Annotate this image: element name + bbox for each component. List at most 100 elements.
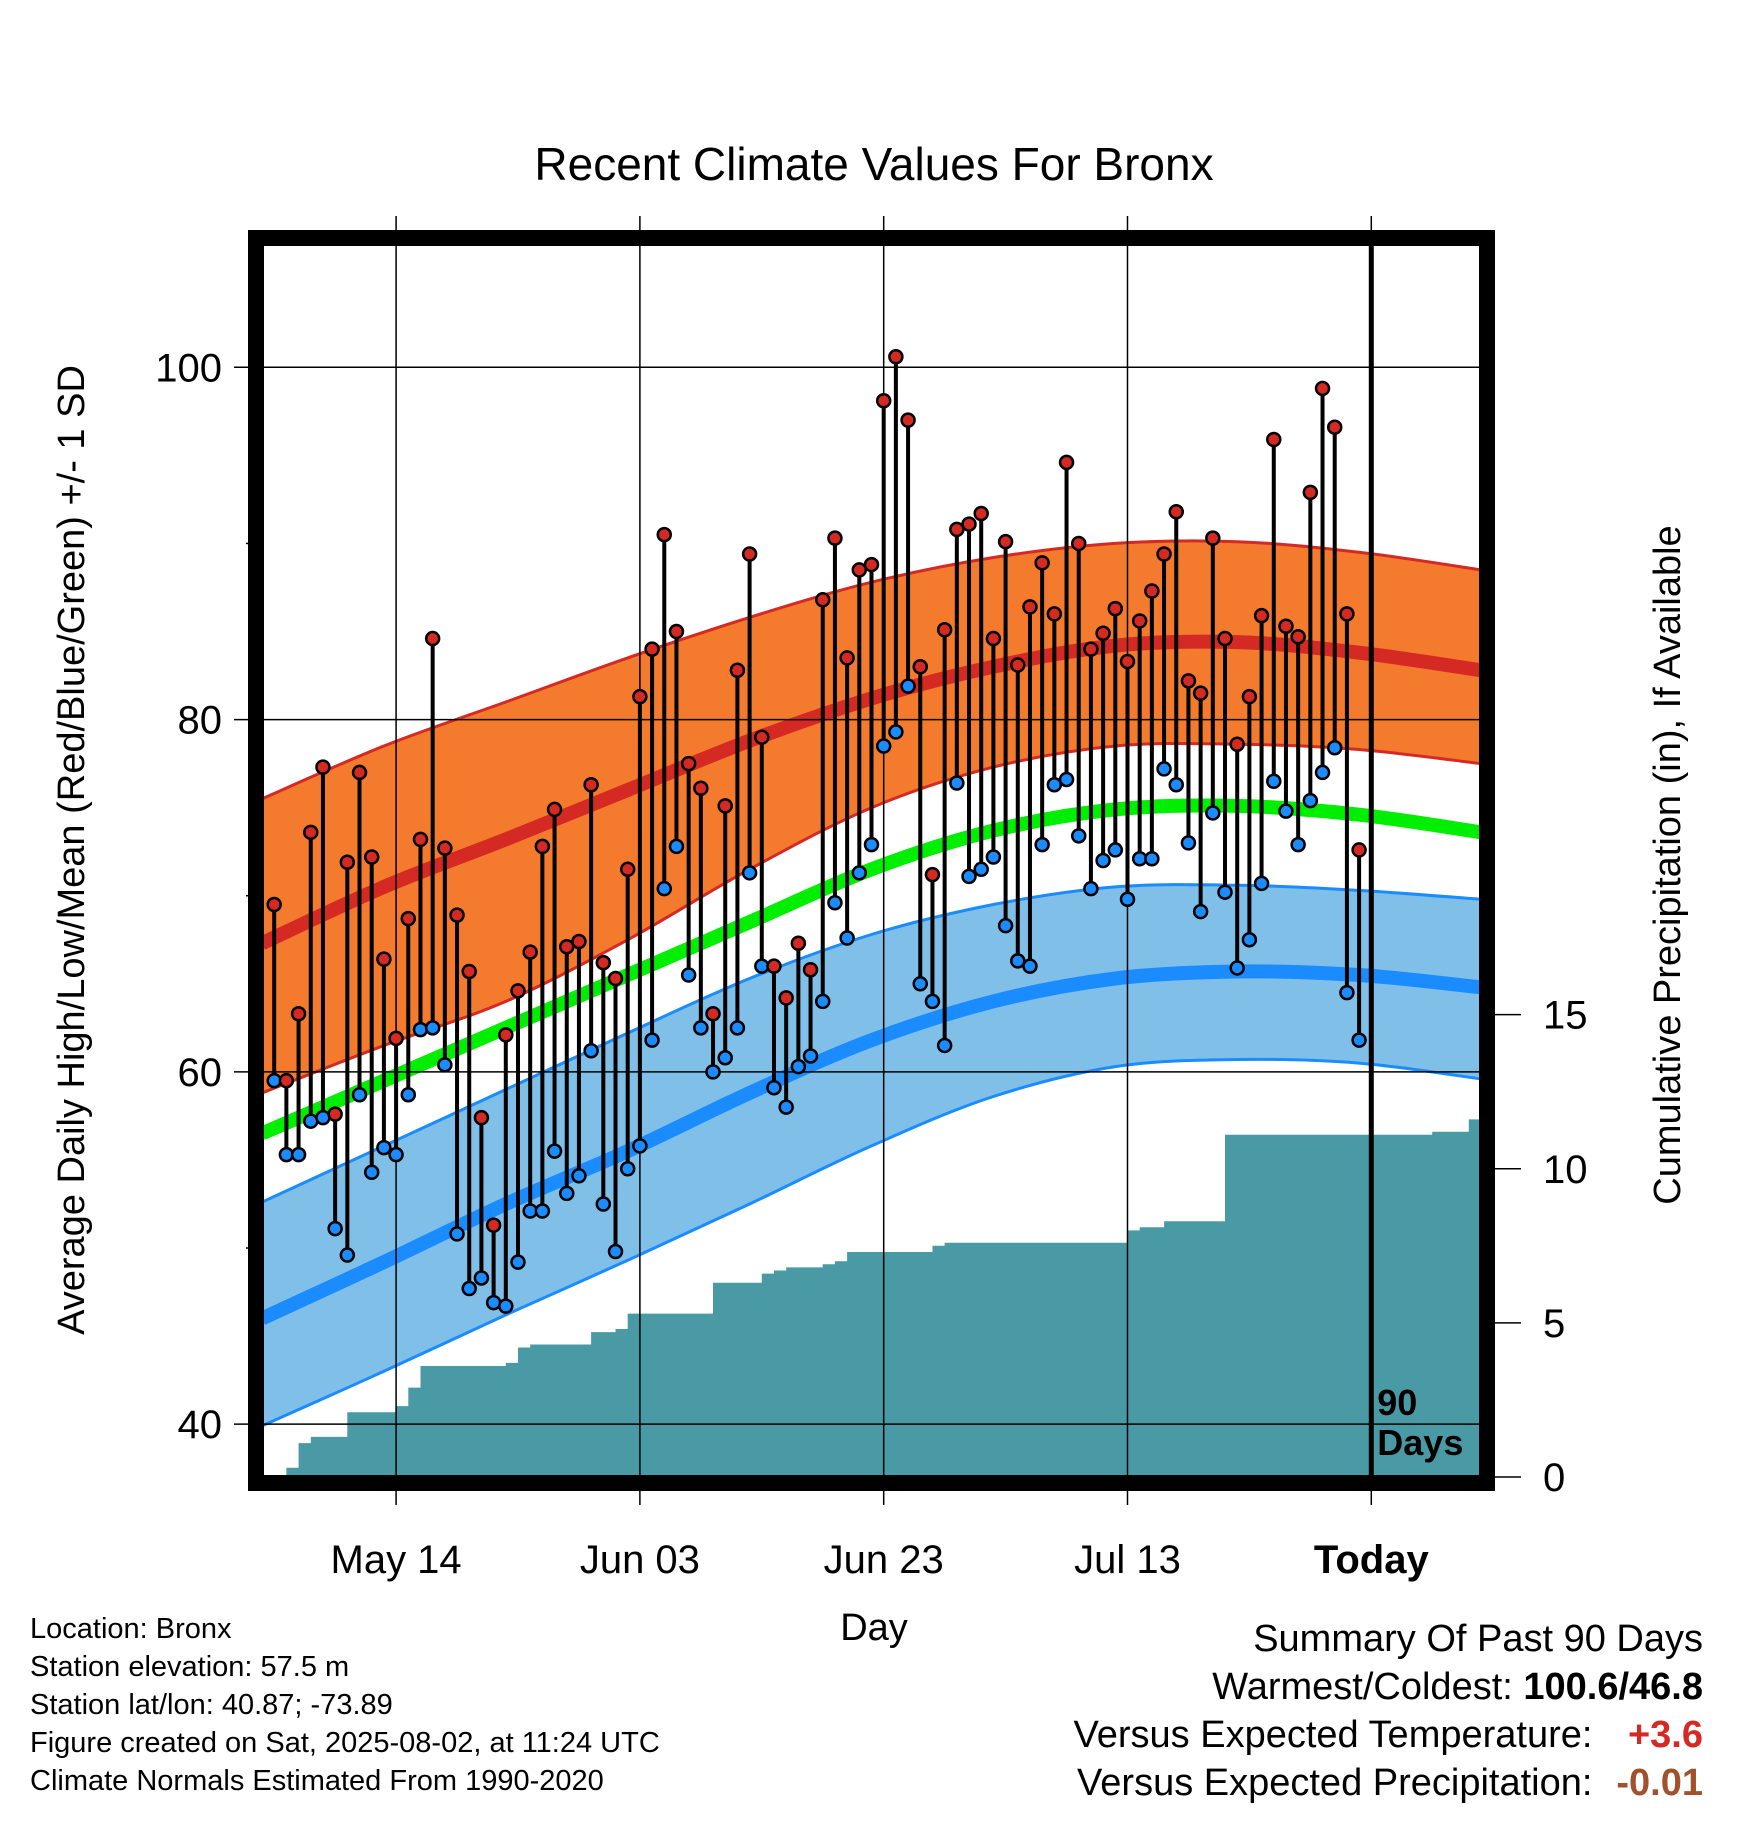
daily-low-point — [985, 849, 1002, 865]
daily-high-point — [912, 658, 929, 675]
daily-low-point — [875, 738, 892, 754]
daily-low-point — [1107, 842, 1124, 858]
today-days-label-1: 90 — [1377, 1382, 1417, 1423]
summary-panel: Summary Of Past 90 Days Warmest/Coldest:… — [1074, 1615, 1703, 1807]
daily-low-point — [936, 1037, 953, 1054]
y2-tick-label: 5 — [1543, 1302, 1565, 1346]
daily-high-point — [1192, 685, 1209, 701]
daily-high-point — [693, 780, 709, 797]
daily-high-point — [997, 533, 1014, 550]
daily-low-point — [1217, 884, 1233, 900]
daily-high-point — [461, 963, 477, 980]
daily-high-point — [1156, 546, 1172, 562]
precip-label: Versus Expected Precipitation: — [1077, 1762, 1593, 1804]
x-tick-label: Today — [1314, 1538, 1430, 1582]
daily-high-point — [1290, 629, 1306, 645]
daily-high-point — [534, 838, 551, 855]
daily-high-point — [303, 824, 319, 841]
created-text: Figure created on Sat, 2025-08-02, at 11… — [30, 1727, 660, 1759]
daily-low-point — [339, 1247, 356, 1263]
daily-low-point — [571, 1168, 587, 1184]
daily-low-point — [363, 1164, 380, 1181]
daily-low-point — [1144, 850, 1160, 867]
daily-low-point — [924, 993, 941, 1010]
daily-high-point — [583, 777, 599, 793]
daily-low-point — [290, 1146, 307, 1163]
location-text: Location: Bronx — [30, 1613, 232, 1645]
daily-low-point — [1034, 836, 1050, 853]
chart-title: Recent Climate Values For Bronx — [534, 138, 1213, 190]
daily-high-point — [1205, 530, 1221, 546]
daily-low-point — [1119, 891, 1136, 908]
x-tick-label: Jun 03 — [580, 1538, 700, 1582]
warm-cold-row: Warmest/Coldest: 100.6/46.8 — [1074, 1663, 1703, 1711]
daily-low-point — [766, 1079, 782, 1096]
y2-axis-label: Cumulative Precipitation (in), If Availa… — [1647, 525, 1689, 1204]
daily-high-point — [1046, 606, 1063, 622]
daily-high-point — [437, 840, 453, 856]
x-tick-label: Jul 13 — [1074, 1538, 1181, 1582]
daily-high-point — [656, 526, 673, 543]
daily-low-point — [1156, 761, 1172, 777]
y2-tick-label: 10 — [1543, 1148, 1588, 1192]
daily-low-point — [595, 1196, 612, 1212]
daily-high-point — [949, 521, 965, 538]
daily-low-point — [1229, 960, 1245, 976]
precip-row: Versus Expected Precipitation: -0.01 — [1074, 1759, 1703, 1807]
daily-high-point — [1253, 607, 1270, 624]
daily-low-point — [510, 1254, 526, 1270]
daily-high-point — [644, 641, 660, 657]
daily-high-point — [1229, 736, 1245, 752]
daily-low-point — [632, 1138, 648, 1154]
daily-high-point — [790, 935, 807, 952]
daily-low-point — [851, 865, 868, 881]
daily-high-point — [680, 755, 697, 772]
daily-high-point — [827, 530, 843, 546]
y-axis-label: Average Daily High/Low/Mean (Red/Blue/Gr… — [51, 365, 93, 1335]
daily-high-point — [778, 990, 794, 1006]
daily-low-point — [400, 1087, 417, 1103]
daily-high-point — [754, 729, 770, 745]
low-sd-band — [262, 884, 1481, 1426]
daily-low-point — [1192, 903, 1209, 920]
warm-cold-value: 100.6/46.8 — [1523, 1666, 1703, 1708]
daily-high-point — [607, 970, 624, 987]
daily-high-point — [1241, 688, 1258, 705]
temp-row: Versus Expected Temperature: +3.6 — [1074, 1711, 1703, 1759]
daily-high-point — [1278, 618, 1294, 634]
daily-high-point — [1107, 600, 1124, 617]
daily-high-point — [619, 861, 636, 878]
daily-high-point — [485, 1217, 502, 1233]
warm-cold-label: Warmest/Coldest: — [1212, 1666, 1513, 1708]
daily-high-point — [498, 1027, 514, 1043]
daily-high-point — [717, 798, 733, 814]
daily-low-point — [717, 1050, 733, 1066]
y2-tick-label: 15 — [1543, 994, 1588, 1038]
daily-high-point — [327, 1106, 343, 1122]
daily-high-point — [851, 562, 868, 578]
daily-high-point — [595, 954, 612, 971]
daily-high-point — [1144, 583, 1160, 599]
daily-high-point — [351, 764, 368, 781]
daily-high-point — [1083, 641, 1099, 657]
y-tick-label: 60 — [178, 1051, 223, 1095]
daily-high-point — [1339, 606, 1355, 622]
daily-low-point — [961, 868, 977, 885]
daily-low-point — [461, 1280, 477, 1297]
daily-low-point — [1095, 852, 1111, 869]
daily-high-point — [1058, 454, 1075, 471]
daily-high-point — [1119, 653, 1136, 670]
daily-low-point — [778, 1099, 794, 1115]
daily-low-point — [1180, 835, 1197, 851]
daily-low-point — [973, 861, 989, 878]
daily-high-point — [546, 801, 563, 818]
daily-high-point — [1022, 599, 1038, 615]
today-days-label-2: Days — [1377, 1422, 1463, 1463]
daily-high-point — [632, 688, 648, 705]
daily-low-point — [693, 1020, 709, 1036]
station-info: Location: Bronx Station elevation: 57.5 … — [30, 1610, 660, 1800]
daily-high-point — [1326, 419, 1343, 435]
x-axis-label: Day — [840, 1607, 908, 1649]
